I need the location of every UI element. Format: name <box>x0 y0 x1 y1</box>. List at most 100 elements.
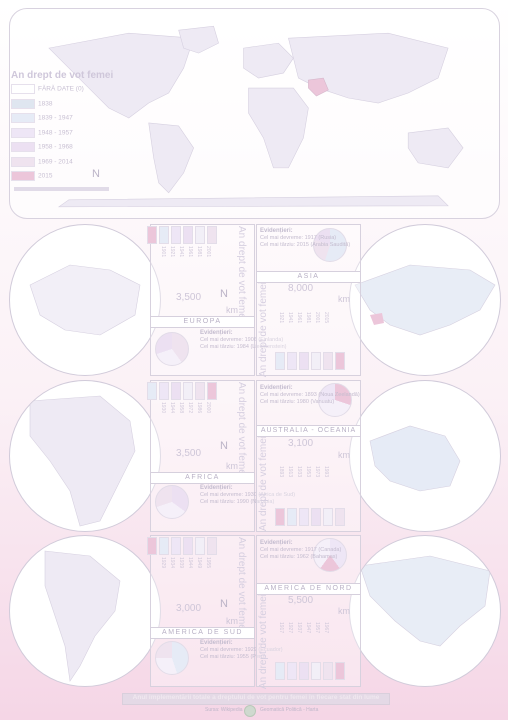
footer-title: Anul implementării totale a dreptului de… <box>122 693 390 705</box>
europe-evidentieri: Evidențieri: Cel mai devreme: 1906 (Finl… <box>200 330 287 350</box>
timeline-tick-label: 1958 <box>178 402 184 414</box>
globe-logo-icon <box>244 705 256 717</box>
timeline-tick-label: 1955 <box>205 557 211 569</box>
timeline-tick-label: 1993 <box>323 466 329 478</box>
europe-pie <box>155 332 189 366</box>
timeline-tick-label: 1944 <box>169 402 175 414</box>
timeline-tick-label: 1972 <box>187 402 193 414</box>
oceania-title: An drept de vot femei <box>258 436 269 532</box>
timeline-tick-label: 1934 <box>169 557 175 569</box>
timeline-tick-label: 1981 <box>196 246 202 258</box>
south-america-title: An drept de vot femei <box>236 537 247 633</box>
greenland-shape <box>178 25 219 54</box>
north-america-map-circle <box>349 535 501 687</box>
north-america-unit: km <box>338 606 350 616</box>
africa-evidentieri: Evidențieri: Cel mai devreme: 1930 (Afri… <box>200 485 296 505</box>
europe-north-arrow: N <box>220 288 228 300</box>
north-arrow: N <box>92 168 100 180</box>
europe-distance: 3,500 <box>176 292 202 303</box>
africa-timeline-ticks: 1930 1944 1958 1972 1986 2000 <box>160 402 211 413</box>
timeline-tick-label: 1927 <box>287 622 293 634</box>
world-legend-title: An drept de vot femei <box>11 70 114 81</box>
legend-label: 1969 - 2014 <box>38 158 73 165</box>
timeline-tick-label: 1939 <box>178 557 184 569</box>
africa-distance: 3,500 <box>176 448 202 459</box>
world-legend-item: 1969 - 2014 <box>11 156 73 169</box>
south-america-timeline-ticks: 1929 1934 1939 1944 1949 1955 <box>160 557 211 568</box>
north-america-evidentieri: Evidențieri: Cel mai devreme: 1917 (Cana… <box>260 540 342 560</box>
africa-map-shape <box>29 395 136 527</box>
africa-unit: km <box>226 461 238 471</box>
asia-evidentieri: Evidențieri: Cel mai devreme: 1917 (Rusi… <box>260 228 351 248</box>
timeline-tick-label: 1921 <box>278 312 284 324</box>
legend-swatch <box>11 156 35 167</box>
timeline-tick-label: 1981 <box>305 312 311 324</box>
timeline-tick-label: 1953 <box>305 466 311 478</box>
legend-label: 1838 <box>38 100 53 107</box>
world-legend-item: 1948 - 1957 <box>11 127 73 140</box>
asia-title: An drept de vot femei <box>258 282 269 378</box>
footer-credit-left: Sursa: Wikipedia <box>205 707 243 713</box>
timeline-tick-label: 1901 <box>160 246 166 258</box>
north-america-timeline-ticks: 1917 1927 1937 1947 1957 1967 <box>278 622 329 633</box>
timeline-tick-label: 1957 <box>314 622 320 634</box>
footer-credit-right: Geomatică Politică - Harta <box>260 707 319 713</box>
asia-timeline-ticks: 1921 1941 1961 1981 2001 2015 <box>278 312 329 323</box>
timeline-tick-label: 1944 <box>187 557 193 569</box>
legend-swatch <box>11 98 35 109</box>
timeline-tick-label: 2015 <box>323 312 329 324</box>
legend-label: FĂRĂ DATE (0) <box>38 85 84 93</box>
south-america-distance: 3,000 <box>176 603 202 614</box>
south-america-color-bar <box>147 537 217 555</box>
timeline-tick-label: 1961 <box>187 246 193 258</box>
africa-north-arrow: N <box>220 440 228 452</box>
africa-color-bar <box>147 382 217 400</box>
world-legend-item: 1839 - 1947 <box>11 113 73 125</box>
australia-shape <box>407 127 464 169</box>
north-america-distance: 5,500 <box>288 595 314 606</box>
legend-swatch <box>11 171 35 181</box>
north-america-map-shape <box>359 555 491 647</box>
world-map <box>48 25 464 208</box>
north-america-color-bar <box>275 662 345 680</box>
africa-pie <box>155 485 189 519</box>
europe-timeline-ticks: 1901 1921 1941 1961 1981 2001 <box>160 246 211 257</box>
europe-map-circle <box>9 224 161 376</box>
oceania-timeline-ticks: 1893 1913 1933 1953 1973 1993 <box>278 466 329 477</box>
timeline-tick-label: 1986 <box>196 402 202 414</box>
timeline-tick-label: 1961 <box>296 312 302 324</box>
oceania-pie <box>318 383 352 417</box>
timeline-tick-label: 2001 <box>205 246 211 258</box>
oceania-banner: AUSTRALIA - OCEANIA <box>256 425 361 437</box>
legend-label: 1839 - 1947 <box>38 114 73 122</box>
asia-pie <box>313 228 347 262</box>
north-america-pie <box>313 538 347 572</box>
legend-swatch <box>11 142 35 152</box>
world-legend-item: 2015 <box>11 171 52 183</box>
antarctica-shape <box>57 195 449 208</box>
europe-banner: EUROPA <box>150 316 255 328</box>
timeline-tick-label: 2001 <box>314 312 320 324</box>
south-america-banner: AMERICA DE SUD <box>150 627 255 639</box>
asia-unit: km <box>338 294 350 304</box>
timeline-tick-label: 1929 <box>160 557 166 569</box>
timeline-tick-label: 1921 <box>169 246 175 258</box>
south-america-shape <box>148 122 194 194</box>
south-america-unit: km <box>226 616 238 626</box>
timeline-tick-label: 1933 <box>296 466 302 478</box>
legend-swatch <box>11 113 35 123</box>
legend-label: 1958 - 1968 <box>38 143 73 151</box>
asia-banner: ASIA <box>256 271 361 283</box>
timeline-tick-label: 1967 <box>323 622 329 634</box>
timeline-tick-label: 1941 <box>287 312 293 324</box>
timeline-tick-label: 1893 <box>278 466 284 478</box>
timeline-tick-label: 1949 <box>196 557 202 569</box>
timeline-tick-label: 1917 <box>278 622 284 634</box>
africa-map-circle <box>9 380 161 532</box>
timeline-tick-label: 1930 <box>160 402 166 414</box>
saudi-arabia-highlight <box>308 77 329 97</box>
europe-title: An drept de vot femei <box>236 226 247 322</box>
north-america-title: An drept de vot femei <box>258 594 269 690</box>
timeline-tick-label: 1913 <box>287 466 293 478</box>
world-scale-bar <box>14 187 109 191</box>
